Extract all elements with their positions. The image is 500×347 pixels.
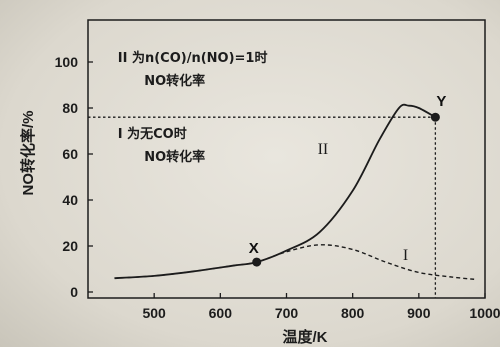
- reference-lines: [88, 116, 437, 298]
- annotation-a3: I 为无CO时: [118, 126, 187, 142]
- x-tick-label: 1000: [469, 305, 500, 321]
- series-label: II: [318, 141, 329, 158]
- point-Y: [430, 112, 440, 122]
- annotation-a4: NO转化率: [144, 149, 205, 165]
- annotation-a1: II 为n(CO)/n(NO)=1时: [118, 50, 268, 66]
- point-X: [252, 257, 262, 267]
- x-tick-label: 800: [341, 305, 365, 321]
- axis-ticks: 500 600 700 800 900 1000 0 20 40 60 80 100: [55, 54, 500, 321]
- x-tick-label: 700: [275, 305, 299, 321]
- points-layer: XY: [249, 93, 446, 267]
- x-tick-label: 900: [407, 305, 431, 321]
- point-label-Y: Y: [436, 93, 446, 110]
- x-axis-title: 温度/K: [282, 328, 327, 346]
- y-tick-label: 0: [70, 284, 78, 300]
- x-tick-label: 600: [209, 305, 233, 321]
- point-label-X: X: [249, 240, 259, 257]
- y-tick-label: 80: [62, 100, 78, 116]
- series-label: I: [403, 247, 408, 264]
- y-tick-label: 40: [62, 192, 78, 208]
- annotations-layer: II 为n(CO)/n(NO)=1时 NO转化率 I 为无CO时 NO转化率: [118, 50, 268, 165]
- y-tick-label: 100: [55, 54, 79, 70]
- series-line-I: [114, 244, 476, 281]
- x-tick-label: 500: [142, 305, 166, 321]
- series-layer: III: [114, 103, 476, 281]
- y-axis-title: NO转化率/%: [19, 110, 37, 195]
- y-tick-label: 20: [62, 238, 78, 254]
- annotation-a2: NO转化率: [144, 73, 205, 89]
- y-tick-label: 60: [62, 146, 78, 162]
